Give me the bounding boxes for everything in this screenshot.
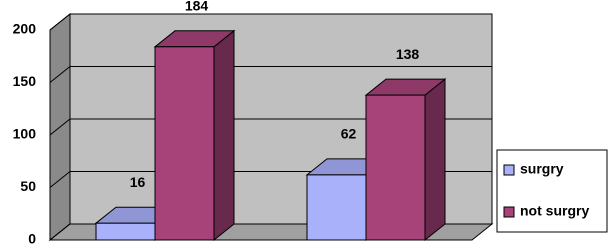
y-tick-label: 100: [13, 126, 37, 142]
grid-line: [49, 66, 492, 83]
y-tick-label: 200: [13, 21, 37, 37]
bar-front: [154, 46, 215, 241]
bar: [153, 29, 236, 242]
grid-line: [49, 118, 492, 136]
legend-swatch: [503, 164, 515, 176]
legend-box: [496, 149, 608, 233]
bar-side: [424, 78, 446, 242]
legend-swatch: [503, 206, 515, 218]
grid-line: [49, 13, 492, 31]
bar: [364, 78, 447, 242]
bar-front: [365, 94, 426, 241]
y-tick-label: 0: [28, 231, 36, 247]
data-label: 16: [130, 174, 146, 190]
y-tick-label: 150: [13, 73, 37, 89]
data-label: 138: [396, 46, 420, 62]
data-label: 62: [341, 126, 357, 142]
legend-label: surgry: [520, 161, 564, 177]
legend-label: not surgry: [520, 203, 589, 219]
y-tick-label: 50: [20, 178, 36, 194]
bar-front: [95, 222, 156, 241]
bar-side: [213, 29, 235, 242]
legend: surgry not surgry: [496, 149, 608, 233]
bar-front: [306, 174, 367, 241]
data-label: 184: [185, 0, 209, 14]
